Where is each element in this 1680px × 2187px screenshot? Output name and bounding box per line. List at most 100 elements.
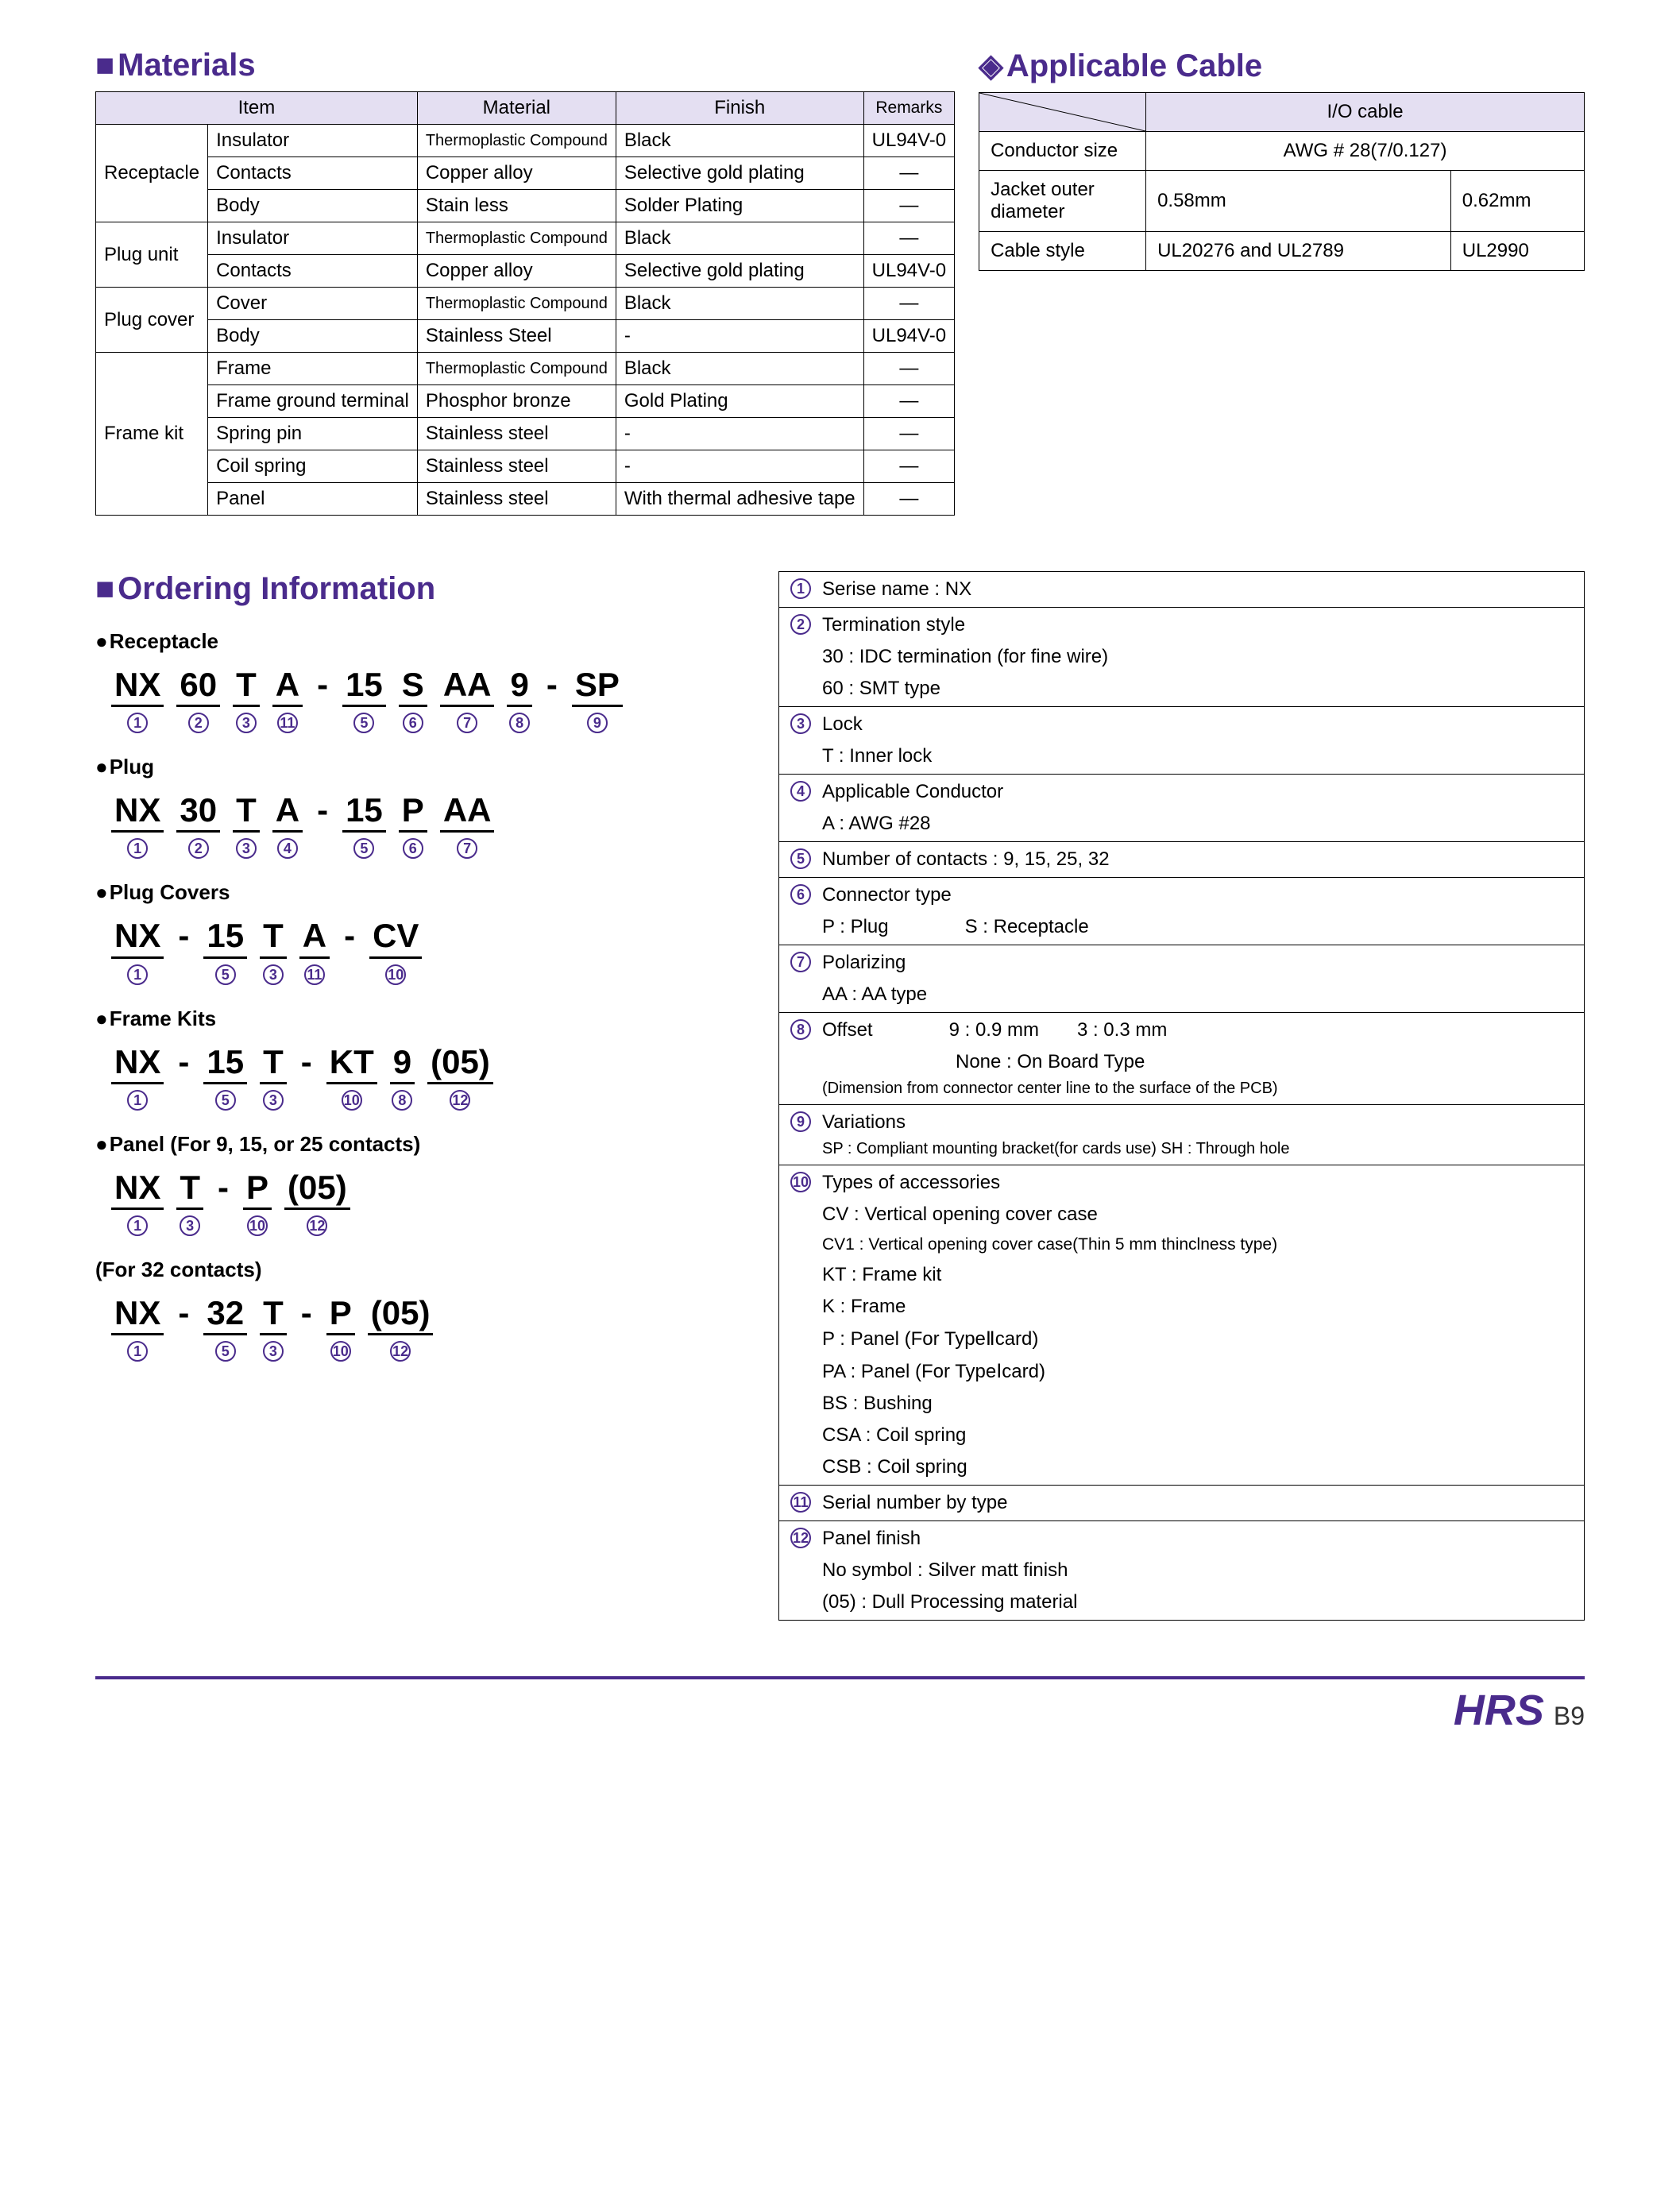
code-value: P (399, 792, 427, 833)
dash: - (176, 1295, 191, 1331)
legend-subline: AA : AA type (779, 980, 1584, 1012)
code-segment: T3 (233, 792, 260, 858)
legend-number-icon: 5 (790, 848, 811, 869)
code-segment: KT10 (326, 1044, 377, 1110)
code-receptacle: NX1602T3A11-155S6AA798-SP9 (111, 667, 747, 732)
code-value: 9 (390, 1044, 415, 1084)
materials-remarks-cell: — (863, 385, 954, 418)
code-ref-number: 1 (127, 964, 148, 985)
legend-title: Lock (822, 713, 1573, 736)
code-segment: - (299, 1295, 314, 1331)
code-segment: - (299, 1044, 314, 1080)
materials-remarks-cell: — (863, 288, 954, 320)
legend-number-icon: 12 (790, 1528, 811, 1548)
code-value: NX (111, 1044, 164, 1084)
code-ref-number: 5 (215, 1341, 236, 1362)
materials-remarks-cell: — (863, 190, 954, 222)
code-value: CV (369, 918, 422, 958)
table-row: Plug coverCoverThermoplastic CompoundBla… (96, 288, 955, 320)
code-segment: - (176, 1295, 191, 1331)
materials-finish-cell: Solder Plating (616, 190, 863, 222)
materials-item-cell: Panel (208, 483, 418, 516)
legend-row: 1Serise name : NX (779, 572, 1584, 607)
code-segment: AA7 (440, 792, 495, 858)
subhead-receptacle: Receptacle (95, 629, 747, 654)
code-segment: 98 (507, 667, 531, 732)
materials-group-cell: Plug cover (96, 288, 208, 353)
legend-title: Termination style (822, 614, 1573, 636)
code-plug-covers: NX1-155T3A11-CV10 (111, 918, 747, 983)
code-ref-number: 3 (263, 1090, 284, 1111)
cable-row-value: AWG # 28(7/0.127) (1146, 132, 1585, 171)
materials-material-cell: Phosphor bronze (417, 385, 616, 418)
legend-subline: 30 : IDC termination (for fine wire) (779, 643, 1584, 674)
code-segment: P6 (399, 792, 427, 858)
code-segment: - (216, 1169, 230, 1206)
code-segment: P10 (243, 1169, 272, 1235)
code-segment: 302 (176, 792, 220, 858)
code-segment: NX1 (111, 1169, 164, 1235)
legend-row: 9Variations (779, 1104, 1584, 1140)
legend-row: 8Offset 9 : 0.9 mm 3 : 0.3 mm (779, 1012, 1584, 1048)
code-panel32: NX1-325T3-P10(05)12 (111, 1295, 747, 1361)
materials-material-cell: Stainless steel (417, 450, 616, 483)
legend-number-icon: 11 (790, 1492, 811, 1513)
cable-diag-cell (979, 93, 1146, 132)
code-value: 9 (507, 667, 531, 707)
legend-number-icon: 9 (790, 1111, 811, 1132)
materials-item-cell: Frame ground terminal (208, 385, 418, 418)
materials-material-cell: Thermoplastic Compound (417, 222, 616, 255)
code-ref-number: 11 (304, 964, 325, 985)
code-segment: S6 (399, 667, 427, 732)
materials-finish-cell: - (616, 418, 863, 450)
code-segment: P10 (326, 1295, 355, 1361)
code-value: NX (111, 792, 164, 833)
code-segment: NX1 (111, 667, 164, 732)
cable-row-label: Jacket outer diameter (979, 171, 1146, 232)
materials-item-cell: Contacts (208, 157, 418, 190)
table-row: Coil springStainless steel-— (96, 450, 955, 483)
code-ref-number: 5 (215, 1090, 236, 1111)
materials-item-cell: Body (208, 190, 418, 222)
legend-row: 3Lock (779, 706, 1584, 742)
table-row: Plug unitInsulatorThermoplastic Compound… (96, 222, 955, 255)
legend-subline: None : On Board Type (779, 1048, 1584, 1080)
legend-number-icon: 6 (790, 884, 811, 905)
legend-subline: A : AWG #28 (779, 809, 1584, 841)
legend-title: Number of contacts : 9, 15, 25, 32 (822, 848, 1573, 871)
code-ref-number: 10 (342, 1090, 362, 1111)
materials-material-cell: Thermoplastic Compound (417, 125, 616, 157)
code-segment: A11 (272, 667, 303, 732)
ordering-heading: Ordering Information (95, 571, 747, 607)
code-value: SP (572, 667, 623, 707)
code-ref-number: 5 (353, 713, 374, 733)
table-row: PanelStainless steelWith thermal adhesiv… (96, 483, 955, 516)
code-ref-number: 12 (307, 1215, 327, 1236)
legend-subline: CSB : Coil spring (779, 1453, 1584, 1485)
materials-remarks-cell: UL94V-0 (863, 255, 954, 288)
code-value: AA (440, 667, 495, 707)
code-segment: NX1 (111, 792, 164, 858)
code-value: T (233, 667, 260, 707)
subhead-plug: Plug (95, 755, 747, 779)
legend-subline: P : Plug S : Receptacle (779, 913, 1584, 945)
code-value: T (233, 792, 260, 833)
code-segment: SP9 (572, 667, 623, 732)
code-segment: T3 (260, 1044, 287, 1110)
materials-finish-cell: - (616, 320, 863, 353)
materials-remarks-cell: UL94V-0 (863, 320, 954, 353)
cable-row-value: UL2990 (1450, 232, 1584, 271)
legend-subline: 60 : SMT type (779, 674, 1584, 706)
materials-item-cell: Coil spring (208, 450, 418, 483)
materials-material-cell: Stainless steel (417, 483, 616, 516)
code-ref-number: 12 (450, 1090, 470, 1111)
code-ref-number: 3 (236, 838, 257, 859)
materials-material-cell: Copper alloy (417, 255, 616, 288)
materials-item-cell: Contacts (208, 255, 418, 288)
code-ref-number: 11 (277, 713, 298, 733)
page-number: B9 (1554, 1702, 1585, 1731)
materials-group-cell: Frame kit (96, 353, 208, 516)
code-ref-number: 8 (392, 1090, 412, 1111)
legend-note: SP : Compliant mounting bracket(for card… (779, 1140, 1584, 1165)
legend-subline: PA : Panel (For TypeⅠcard) (779, 1357, 1584, 1389)
